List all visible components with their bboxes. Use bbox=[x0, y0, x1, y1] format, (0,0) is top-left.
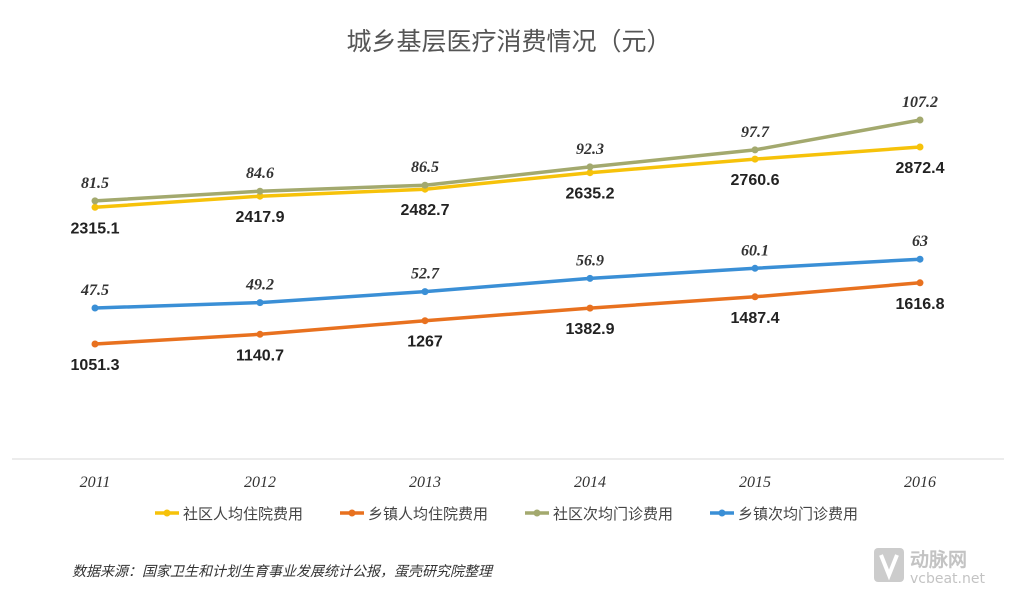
data-point-community-outpatient bbox=[916, 116, 924, 124]
data-point-township-outpatient bbox=[421, 288, 429, 296]
x-tick-label: 2016 bbox=[904, 474, 936, 491]
data-label-township-outpatient: 49.2 bbox=[245, 277, 274, 294]
series-line-township-outpatient bbox=[93, 257, 922, 310]
x-tick-label: 2012 bbox=[244, 474, 276, 491]
data-point-township-inpatient bbox=[91, 340, 99, 348]
watermark-brand: 动脉网 bbox=[910, 548, 967, 571]
data-point-community-inpatient bbox=[256, 192, 264, 200]
data-label-community-inpatient: 2872.4 bbox=[896, 160, 945, 177]
data-point-township-inpatient bbox=[751, 293, 759, 301]
x-tick-label: 2014 bbox=[574, 474, 606, 491]
legend-swatch-marker bbox=[348, 509, 356, 517]
legend-label: 乡镇人均住院费用 bbox=[368, 505, 488, 523]
watermark: 动脉网 vcbeat.net bbox=[874, 548, 985, 587]
chart-title: 城乡基层医疗消费情况（元） bbox=[346, 27, 671, 56]
data-labels: 2315.1 2417.9 2482.7 2635.2 2760.6 2872.4 1051… bbox=[71, 94, 945, 374]
series-lines bbox=[91, 116, 924, 348]
data-label-community-inpatient: 2635.2 bbox=[566, 186, 615, 203]
data-label-township-outpatient: 60.1 bbox=[741, 242, 769, 259]
data-label-community-inpatient: 2417.9 bbox=[236, 209, 285, 226]
x-tick-label: 2013 bbox=[409, 474, 441, 491]
data-point-township-inpatient bbox=[916, 279, 924, 287]
legend-label: 社区次均门诊费用 bbox=[553, 505, 673, 523]
data-label-community-inpatient: 2760.6 bbox=[731, 172, 780, 189]
data-point-township-outpatient bbox=[916, 255, 924, 263]
data-label-township-inpatient: 1382.9 bbox=[566, 321, 615, 338]
data-label-township-outpatient: 47.5 bbox=[80, 282, 109, 299]
data-label-community-outpatient: 86.5 bbox=[411, 159, 439, 176]
legend-swatch-marker bbox=[163, 509, 171, 517]
data-label-township-inpatient: 1140.7 bbox=[236, 347, 284, 364]
data-point-township-outpatient bbox=[91, 304, 99, 312]
data-point-community-inpatient bbox=[91, 203, 99, 211]
data-point-township-outpatient bbox=[751, 264, 759, 272]
data-label-township-outpatient: 52.7 bbox=[411, 266, 440, 283]
series-line-community-outpatient bbox=[93, 118, 922, 203]
data-label-township-inpatient: 1051.3 bbox=[71, 357, 120, 374]
data-point-township-inpatient bbox=[421, 317, 429, 325]
data-point-community-outpatient bbox=[586, 163, 594, 171]
data-label-community-inpatient: 2482.7 bbox=[401, 202, 450, 219]
data-label-community-outpatient: 97.7 bbox=[741, 124, 770, 141]
data-point-community-inpatient bbox=[751, 155, 759, 163]
data-point-community-outpatient bbox=[91, 197, 99, 205]
data-point-community-outpatient bbox=[421, 181, 429, 189]
data-label-community-inpatient: 2315.1 bbox=[71, 220, 120, 237]
data-label-township-outpatient: 63 bbox=[912, 233, 928, 250]
legend-item-community-outpatient: 社区次均门诊费用 bbox=[525, 505, 673, 523]
legend: 社区人均住院费用 乡镇人均住院费用 社区次均门诊费用 乡镇次均门诊费用 bbox=[155, 505, 858, 523]
x-tick-label: 2015 bbox=[739, 474, 771, 491]
data-label-community-outpatient: 107.2 bbox=[902, 94, 938, 111]
data-label-township-inpatient: 1616.8 bbox=[896, 296, 945, 313]
data-point-community-inpatient bbox=[586, 169, 594, 177]
data-point-township-outpatient bbox=[256, 299, 264, 307]
watermark-logo-icon bbox=[874, 548, 904, 582]
data-label-township-inpatient: 1487.4 bbox=[731, 310, 780, 327]
data-point-township-outpatient bbox=[586, 274, 594, 282]
legend-item-community-inpatient: 社区人均住院费用 bbox=[155, 505, 303, 523]
data-label-township-outpatient: 56.9 bbox=[576, 252, 604, 269]
source-note: 数据来源：国家卫生和计划生育事业发展统计公报，蛋壳研究院整理 bbox=[72, 564, 494, 580]
legend-swatch-marker bbox=[533, 509, 541, 517]
data-label-community-outpatient: 92.3 bbox=[576, 141, 604, 158]
legend-label: 乡镇次均门诊费用 bbox=[738, 505, 858, 523]
data-point-township-inpatient bbox=[256, 330, 264, 338]
data-point-community-inpatient bbox=[916, 143, 924, 151]
series-line-community-inpatient bbox=[93, 145, 922, 210]
data-point-township-inpatient bbox=[586, 304, 594, 312]
data-label-community-outpatient: 84.6 bbox=[246, 165, 274, 182]
data-label-township-inpatient: 1267 bbox=[407, 334, 443, 351]
x-axis-ticks: 2011 2012 2013 2014 2015 2016 bbox=[80, 474, 936, 491]
data-label-community-outpatient: 81.5 bbox=[81, 175, 109, 192]
legend-swatch-marker bbox=[718, 509, 726, 517]
data-point-community-outpatient bbox=[751, 146, 759, 154]
legend-item-township-inpatient: 乡镇人均住院费用 bbox=[340, 505, 488, 523]
legend-item-township-outpatient: 乡镇次均门诊费用 bbox=[710, 505, 858, 523]
series-line-township-inpatient bbox=[93, 281, 922, 346]
watermark-url: vcbeat.net bbox=[910, 571, 985, 587]
x-tick-label: 2011 bbox=[80, 474, 111, 491]
data-point-community-outpatient bbox=[256, 187, 264, 195]
legend-label: 社区人均住院费用 bbox=[183, 505, 303, 523]
